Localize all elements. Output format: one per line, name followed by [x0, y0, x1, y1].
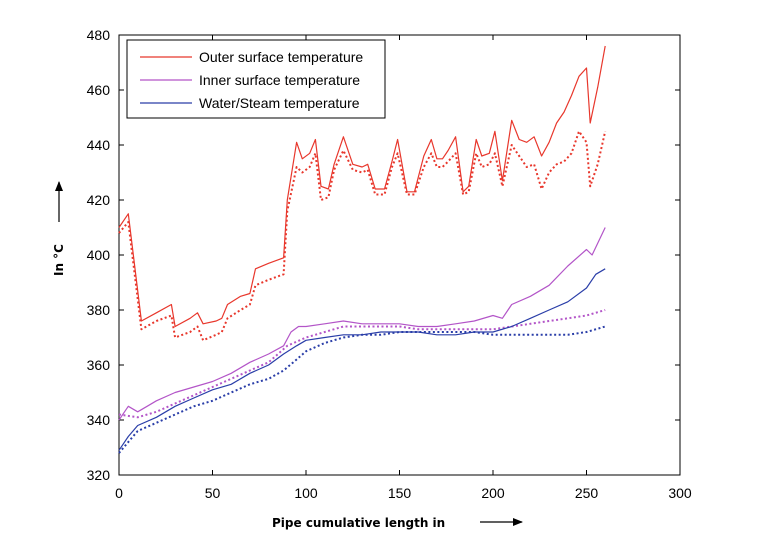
- series-layer: [118, 45, 607, 454]
- legend-label-outer: Outer surface temperature: [199, 49, 363, 65]
- y-tick-label: 440: [87, 137, 111, 153]
- y-tick-label: 480: [87, 27, 111, 43]
- x-axis-label: Pipe cumulative length in: [272, 516, 445, 530]
- x-tick-label: 250: [575, 485, 599, 501]
- y-tick-label: 360: [87, 357, 111, 373]
- x-axis-ticks: 0 50 100 150 200 250 300: [115, 35, 692, 501]
- y-tick-label: 380: [87, 302, 111, 318]
- x-tick-label: 200: [481, 485, 505, 501]
- legend-box: [126, 39, 386, 119]
- y-tick-label: 340: [87, 412, 111, 428]
- x-tick-label: 300: [668, 485, 692, 501]
- y-tick-label: 400: [87, 247, 111, 263]
- y-axis-ticks: 320 340 360 380 400 420 440 460 480: [87, 27, 680, 483]
- y-tick-label: 460: [87, 82, 111, 98]
- series-line-water-steam: [118, 268, 606, 451]
- legend-label-inner: Inner surface temperature: [199, 72, 360, 88]
- x-tick-label: 50: [205, 485, 221, 501]
- series-line-water-steam-dotted: [118, 325, 606, 454]
- series-line-inner-surface-dotted: [118, 309, 606, 419]
- x-tick-label: 100: [294, 485, 318, 501]
- legend-label-water: Water/Steam temperature: [199, 95, 360, 111]
- y-axis-label: In °C: [52, 244, 66, 276]
- x-tick-label: 0: [115, 485, 123, 501]
- series-line-inner-surface: [118, 227, 606, 421]
- legend: Outer surface temperature Inner surface …: [126, 39, 386, 119]
- series-line-outer-surface: [118, 45, 606, 328]
- y-tick-label: 320: [87, 467, 111, 483]
- x-tick-label: 150: [388, 485, 412, 501]
- y-tick-label: 420: [87, 192, 111, 208]
